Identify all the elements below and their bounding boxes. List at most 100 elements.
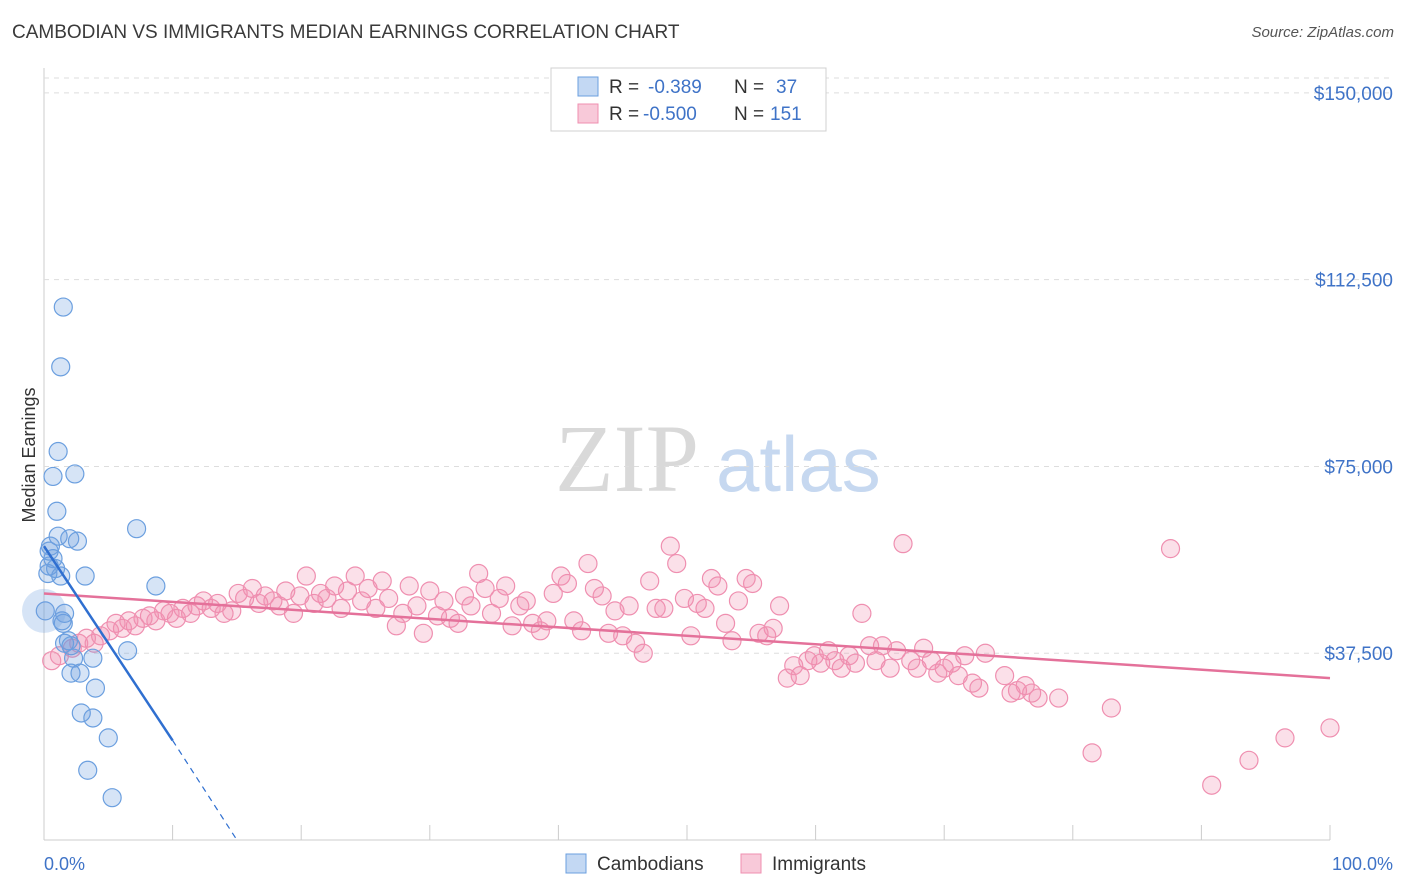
point-cambodians [45,558,66,579]
legend-r-value-immigrants: -0.500 [643,104,697,125]
bottom-legend-label-cambodians: Cambodians [597,854,704,875]
y-tick-label: $37,500 [1324,644,1393,665]
point-immigrants [160,603,180,623]
point-immigrants [763,618,783,638]
data-points [22,297,1340,808]
point-immigrants [1082,743,1102,763]
point-immigrants [742,573,763,594]
point-immigrants [728,591,749,611]
point-cambodians [146,576,166,596]
point-cambodians [43,466,63,487]
point-immigrants [722,631,742,651]
stats-legend: R = -0.389 N = 37 R = -0.500 N = 151 [550,67,827,132]
point-cambodians [39,541,59,561]
bottom-legend-label-immigrants: Immigrants [772,854,866,875]
point-immigrants [893,534,913,554]
legend-r-label-cambodians: R = [609,77,639,98]
point-immigrants [1101,698,1121,718]
point-immigrants [598,623,619,643]
point-immigrants [119,611,139,631]
point-immigrants [592,586,612,606]
point-immigrants [1028,688,1048,708]
point-immigrants [510,596,530,616]
x-axis-ticks [43,825,1331,840]
point-immigrants [454,586,475,606]
point-immigrants [695,598,715,619]
trend-line-cambodians [42,545,174,742]
point-immigrants [366,598,386,619]
point-cambodians [51,357,71,377]
point-immigrants [125,616,145,636]
point-immigrants [969,678,989,698]
point-immigrants [564,611,584,631]
legend-n-value-cambodians: 37 [776,77,797,98]
legend-r-label-immigrants: R = [609,104,639,125]
x-tick-label-start: 0.0% [44,854,85,874]
point-immigrants [263,591,283,611]
trend-line-cambodians-extension [172,740,238,841]
point-immigrants [749,623,769,643]
trend-lines [42,545,1331,841]
point-immigrants [379,588,399,609]
legend-swatch-immigrants [577,103,599,124]
point-immigrants [448,613,468,633]
point-immigrants [825,651,845,671]
point-immigrants [1275,728,1295,748]
point-immigrants [784,656,804,676]
point-immigrants [557,573,578,594]
point-immigrants [880,658,900,678]
point-immigrants [475,578,495,599]
point-immigrants [584,578,605,599]
point-immigrants [667,553,687,574]
legend-swatch-cambodians [577,76,599,97]
point-cambodians [60,529,80,549]
point-immigrants [420,581,440,601]
point-immigrants [995,666,1015,686]
point-immigrants [516,591,536,611]
point-cambodians [85,678,106,698]
watermark-zip: ZIP [555,405,699,512]
point-immigrants [407,596,427,616]
point-cambodians [83,648,103,668]
point-cambodians [54,603,75,623]
point-immigrants [928,663,948,683]
point-immigrants [769,596,790,616]
y-tick-label: $150,000 [1314,84,1393,105]
point-cambodians [52,611,72,631]
point-immigrants [337,581,358,601]
point-immigrants [139,606,160,626]
point-immigrants [551,566,571,586]
point-immigrants [1049,688,1069,708]
point-immigrants [654,598,674,619]
point-immigrants [962,673,983,693]
point-cambodians [98,728,118,748]
point-immigrants [489,588,509,609]
point-immigrants [496,576,516,596]
point-immigrants [571,621,592,641]
point-immigrants [605,601,625,621]
source-credit: Source: ZipAtlas.com [1251,24,1394,41]
point-immigrants [578,553,598,574]
point-cambodians [65,464,85,484]
point-immigrants [372,571,392,591]
point-immigrants [1202,775,1222,795]
point-immigrants [674,588,695,609]
point-immigrants [228,583,248,604]
point-cambodians [48,441,68,462]
point-cambodians [47,501,67,521]
point-immigrants [708,576,728,596]
point-cambodians [126,519,147,539]
y-tick-label: $75,000 [1324,457,1393,478]
point-cambodians [61,636,81,656]
point-cambodians [67,531,88,551]
point-immigrants [845,653,866,673]
trend-line-immigrants [43,592,1331,680]
y-axis-label: Median Earnings [19,387,39,522]
point-immigrants [181,603,201,623]
point-immigrants [804,646,824,666]
point-immigrants [790,666,810,686]
point-cambodians [102,788,122,808]
point-cambodians [75,566,95,586]
point-immigrants [399,576,419,596]
